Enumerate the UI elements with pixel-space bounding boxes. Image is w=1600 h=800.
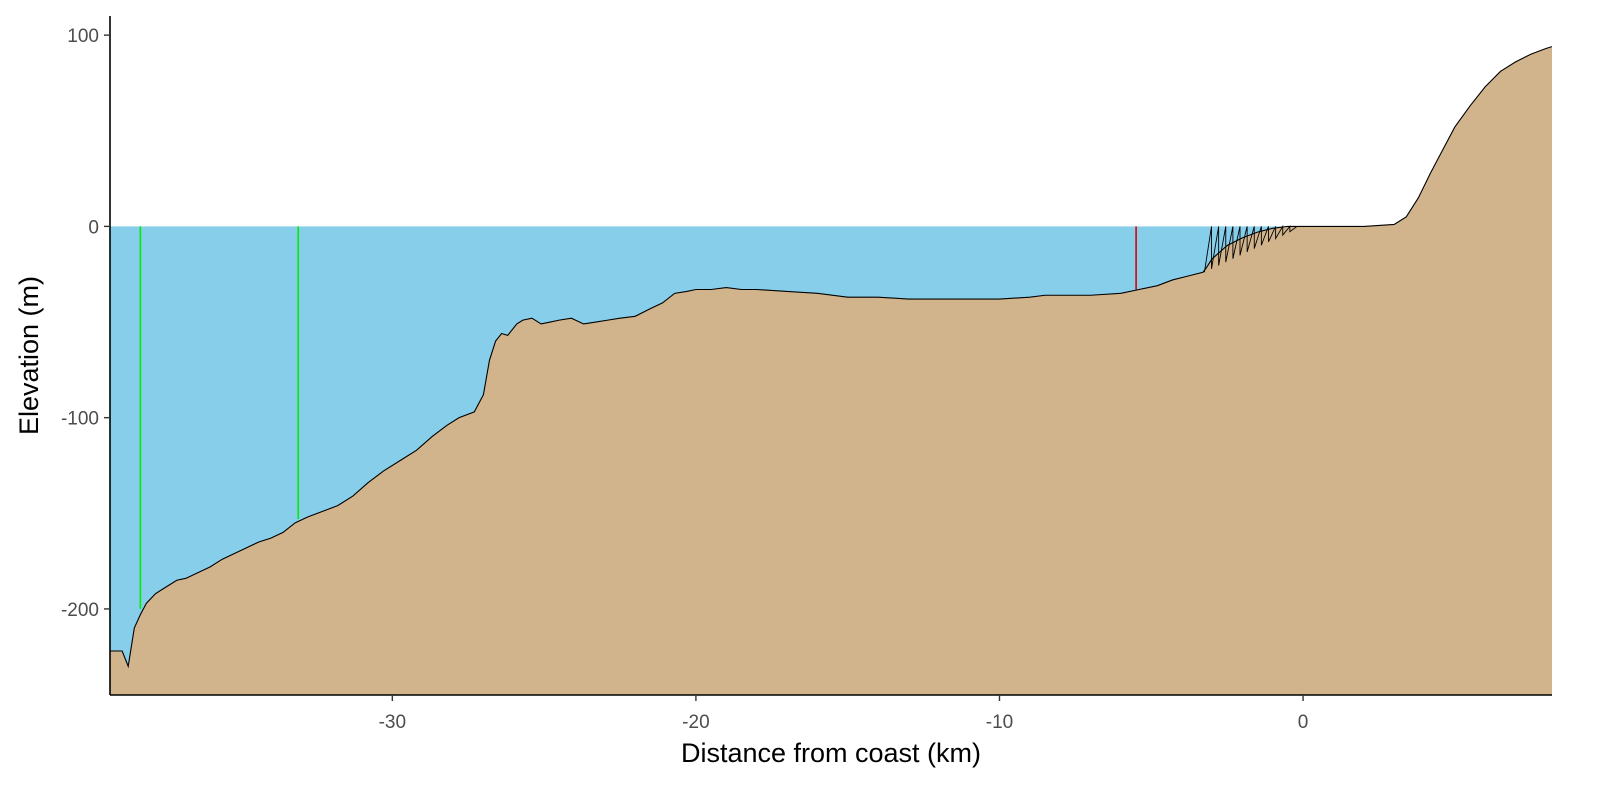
- surf-zigzag: [1203, 224, 1298, 273]
- x-axis-title: Distance from coast (km): [681, 738, 981, 768]
- x-tick-label: 0: [1298, 712, 1309, 733]
- y-tick-label: 100: [67, 26, 99, 47]
- y-tick-label: -200: [61, 600, 99, 621]
- y-tick-label: -100: [61, 409, 99, 430]
- x-tick-label: -10: [986, 712, 1013, 733]
- x-tick-label: -20: [682, 712, 709, 733]
- x-tick-label: -30: [379, 712, 406, 733]
- y-tick-label: 0: [88, 217, 99, 238]
- terrain-area: [110, 46, 1552, 695]
- terrain-outline: [110, 46, 1552, 669]
- y-axis-title: Elevation (m): [14, 276, 44, 435]
